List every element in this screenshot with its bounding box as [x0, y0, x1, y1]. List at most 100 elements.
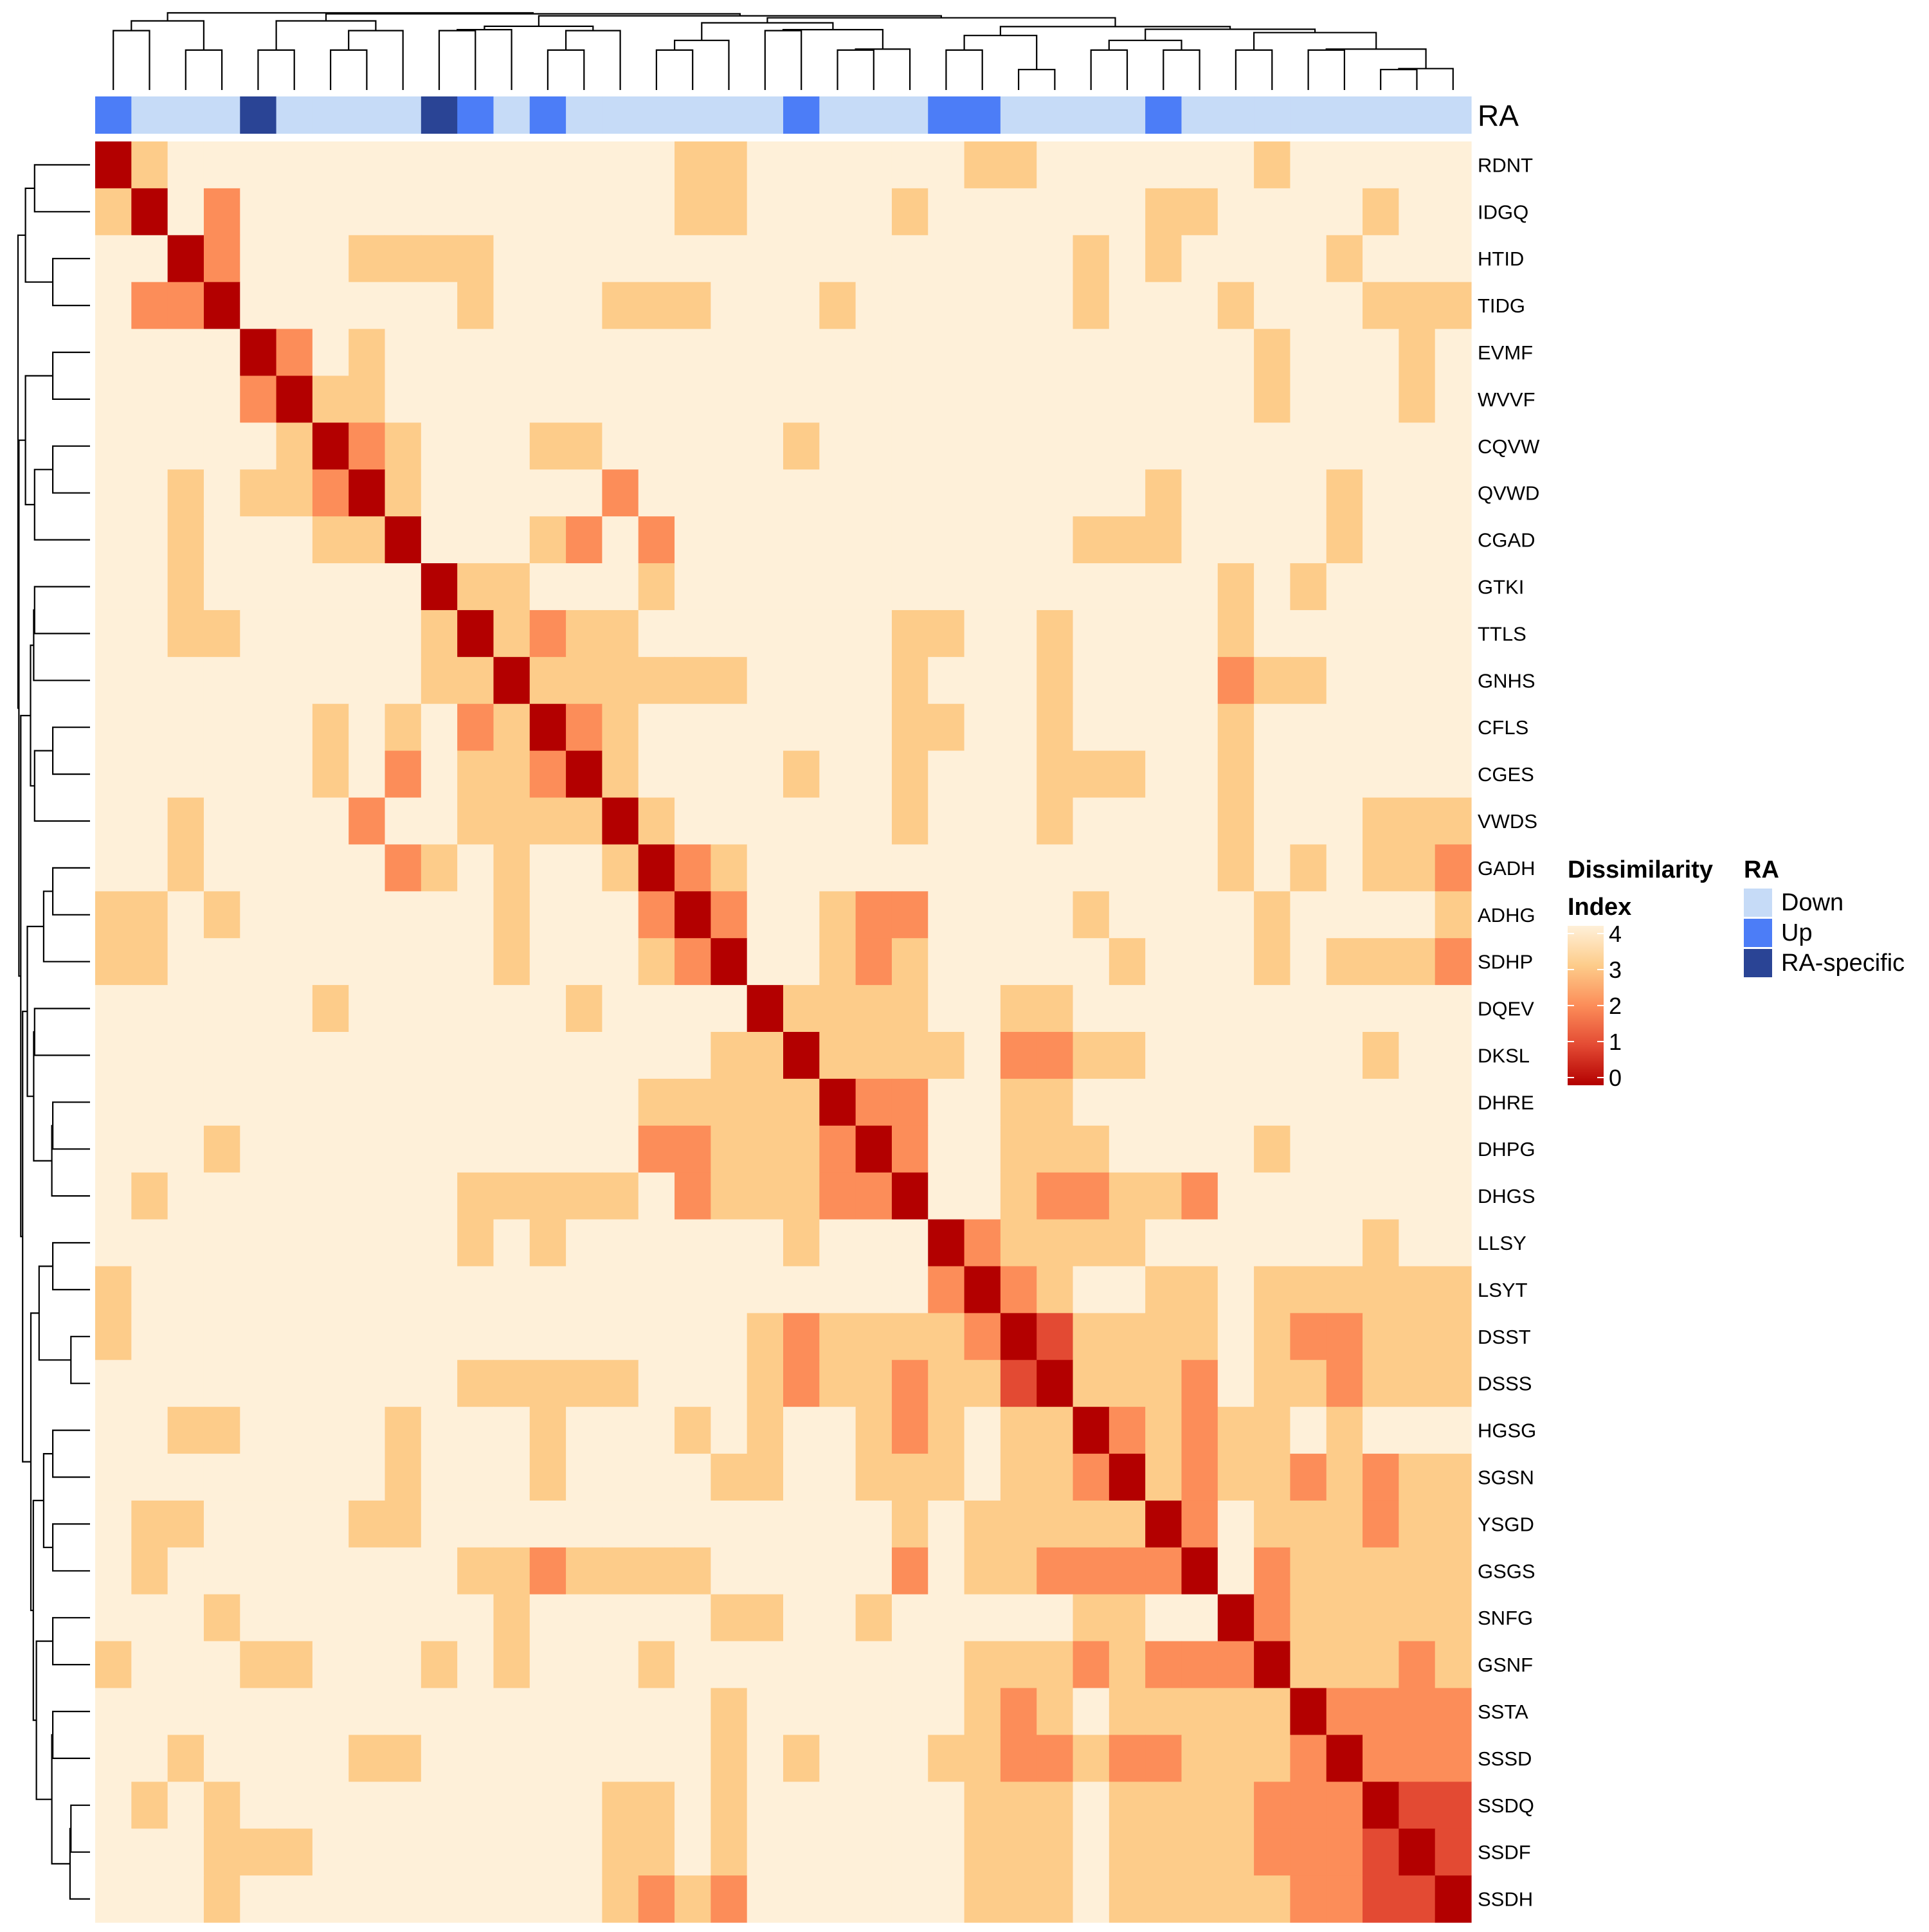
row-dendrogram-branch [52, 1710, 90, 1759]
heatmap-cell [819, 1407, 856, 1454]
heatmap-cell [529, 891, 566, 939]
heatmap-cell [928, 469, 965, 517]
heatmap-cell [855, 516, 892, 564]
heatmap-cell [1399, 563, 1436, 611]
heatmap-cell [819, 375, 856, 423]
heatmap-cell [131, 703, 168, 752]
heatmap-cell [602, 1172, 639, 1220]
heatmap-cell [819, 329, 856, 377]
heatmap-cell [1254, 703, 1291, 752]
heatmap-cell [1109, 1828, 1146, 1876]
heatmap-cell [1073, 1266, 1110, 1314]
ra-annotation-cell [675, 96, 711, 134]
heatmap-cell [276, 1172, 313, 1220]
heatmap-cell [819, 844, 856, 892]
heatmap-cell [675, 1172, 711, 1220]
heatmap-cell [1435, 797, 1472, 845]
heatmap-cell [783, 938, 820, 986]
heatmap-cell [385, 375, 422, 423]
heatmap-cell [1326, 1125, 1363, 1173]
heatmap-cell [312, 1547, 349, 1595]
heatmap-cell [1073, 141, 1110, 189]
heatmap-cell [711, 844, 748, 892]
heatmap-cell [457, 703, 494, 752]
heatmap-cell [1399, 656, 1436, 705]
heatmap-cell [711, 1407, 748, 1454]
heatmap-cell [1109, 1360, 1146, 1407]
heatmap-cell [203, 609, 240, 658]
heatmap-cell [747, 516, 784, 564]
heatmap-cell [1073, 1688, 1110, 1736]
heatmap-cell [1145, 1688, 1182, 1736]
heatmap-cell [529, 1407, 566, 1454]
heatmap-cell [167, 469, 204, 517]
heatmap-cell [1000, 1172, 1037, 1220]
heatmap-cell [421, 563, 458, 611]
heatmap-cell [1326, 1875, 1363, 1923]
heatmap-cell [1073, 1219, 1110, 1267]
heatmap-cell [167, 1735, 204, 1782]
heatmap-cell [964, 329, 1001, 377]
heatmap-cell [167, 750, 204, 799]
row-dendrogram-branch [70, 1335, 90, 1384]
heatmap-cell [493, 985, 530, 1033]
heatmap-cell [566, 1782, 603, 1829]
heatmap-cell [1037, 1125, 1074, 1173]
heatmap-cell [1181, 1125, 1218, 1173]
heatmap-cell [349, 797, 386, 845]
ra-legend-label: Down [1781, 889, 1843, 916]
heatmap-cell [747, 188, 784, 236]
heatmap-cell [167, 1547, 204, 1595]
heatmap-cells [95, 141, 1472, 1923]
ra-annotation-cell [457, 96, 494, 134]
heatmap-cell [638, 141, 675, 189]
heatmap-cell [964, 1454, 1001, 1501]
heatmap-cell [1145, 1547, 1182, 1595]
heatmap-cell [1037, 703, 1074, 752]
heatmap-cell [1037, 1313, 1074, 1360]
heatmap-cell [675, 1313, 711, 1360]
heatmap-cell [1073, 422, 1110, 470]
heatmap-cell [602, 563, 639, 611]
column-dendrogram-branch [1398, 68, 1454, 90]
heatmap-cell [1290, 1641, 1327, 1689]
heatmap-cell [1109, 1313, 1146, 1360]
heatmap-cell [1326, 1266, 1363, 1314]
heatmap-cell [1290, 235, 1327, 283]
heatmap-cell [1073, 469, 1110, 517]
heatmap-cell [1109, 141, 1146, 189]
heatmap-cell [349, 1735, 386, 1782]
heatmap-cell [928, 422, 965, 470]
heatmap-cell [819, 1547, 856, 1595]
heatmap-cell [421, 1125, 458, 1173]
heatmap-cell [1363, 1360, 1399, 1407]
heatmap-cell [349, 656, 386, 705]
heatmap-cell [1217, 1172, 1254, 1220]
heatmap-cell [276, 750, 313, 799]
heatmap-cell [1399, 1219, 1436, 1267]
heatmap-cell [421, 516, 458, 564]
ra-annotation-cell [1145, 96, 1182, 134]
heatmap-cell [891, 1688, 928, 1736]
heatmap-cell [1399, 1594, 1436, 1642]
heatmap-cell [855, 375, 892, 423]
heatmap-cell [240, 1313, 277, 1360]
heatmap-cell [602, 422, 639, 470]
heatmap-cell [891, 1594, 928, 1642]
heatmap-cell [1435, 1266, 1472, 1314]
ra-annotation-cell [819, 96, 856, 134]
heatmap-cell [276, 1032, 313, 1079]
heatmap-cell [964, 797, 1001, 845]
heatmap-cell [312, 188, 349, 236]
heatmap-cell [602, 985, 639, 1033]
ra-annotation-cell [747, 96, 784, 134]
heatmap-cell [457, 235, 494, 283]
heatmap-cell [638, 1875, 675, 1923]
heatmap-cell [1399, 1500, 1436, 1548]
heatmap-cell [855, 235, 892, 283]
heatmap-cell [1145, 422, 1182, 470]
row-label: CFLS [1478, 716, 1528, 739]
heatmap-cell [1109, 1172, 1146, 1220]
heatmap-cell [1109, 1078, 1146, 1126]
heatmap-cell [1290, 1266, 1327, 1314]
